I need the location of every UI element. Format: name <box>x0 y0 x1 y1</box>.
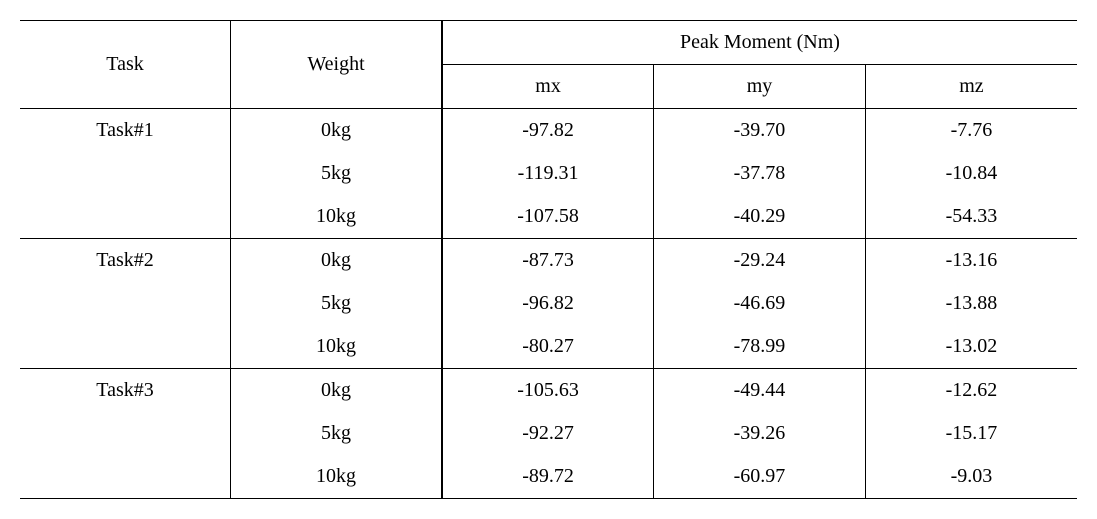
weight-cell: 5kg <box>231 152 443 195</box>
mz-cell: -15.17 <box>865 412 1077 455</box>
my-cell: -39.70 <box>654 109 866 153</box>
mz-cell: -13.16 <box>865 239 1077 283</box>
header-row-1: Task Weight Peak Moment (Nm) <box>20 21 1077 65</box>
mz-cell: -12.62 <box>865 369 1077 413</box>
mx-cell: -80.27 <box>442 325 654 369</box>
mz-cell: -9.03 <box>865 455 1077 499</box>
header-mz: mz <box>865 65 1077 109</box>
mz-cell: -54.33 <box>865 195 1077 239</box>
mx-cell: -96.82 <box>442 282 654 325</box>
header-moment-group: Peak Moment (Nm) <box>442 21 1077 65</box>
weight-cell: 5kg <box>231 282 443 325</box>
weight-cell: 5kg <box>231 412 443 455</box>
mz-cell: -13.02 <box>865 325 1077 369</box>
header-my: my <box>654 65 866 109</box>
my-cell: -46.69 <box>654 282 866 325</box>
header-weight: Weight <box>231 21 443 109</box>
mx-cell: -119.31 <box>442 152 654 195</box>
header-mx: mx <box>442 65 654 109</box>
my-cell: -29.24 <box>654 239 866 283</box>
header-task: Task <box>20 21 231 109</box>
weight-cell: 0kg <box>231 109 443 153</box>
my-cell: -60.97 <box>654 455 866 499</box>
weight-cell: 10kg <box>231 195 443 239</box>
moment-table: Task Weight Peak Moment (Nm) mx my mz Ta… <box>20 20 1077 499</box>
mz-cell: -10.84 <box>865 152 1077 195</box>
mz-cell: -7.76 <box>865 109 1077 153</box>
weight-cell: 0kg <box>231 239 443 283</box>
task-cell: Task#1 <box>20 109 231 239</box>
table-row: Task#2 0kg -87.73 -29.24 -13.16 <box>20 239 1077 283</box>
task-cell: Task#2 <box>20 239 231 369</box>
weight-cell: 10kg <box>231 455 443 499</box>
my-cell: -39.26 <box>654 412 866 455</box>
table-row: Task#1 0kg -97.82 -39.70 -7.76 <box>20 109 1077 153</box>
my-cell: -78.99 <box>654 325 866 369</box>
task-cell: Task#3 <box>20 369 231 499</box>
mx-cell: -89.72 <box>442 455 654 499</box>
my-cell: -40.29 <box>654 195 866 239</box>
mx-cell: -97.82 <box>442 109 654 153</box>
my-cell: -37.78 <box>654 152 866 195</box>
mx-cell: -92.27 <box>442 412 654 455</box>
weight-cell: 10kg <box>231 325 443 369</box>
weight-cell: 0kg <box>231 369 443 413</box>
mx-cell: -87.73 <box>442 239 654 283</box>
my-cell: -49.44 <box>654 369 866 413</box>
mz-cell: -13.88 <box>865 282 1077 325</box>
mx-cell: -105.63 <box>442 369 654 413</box>
mx-cell: -107.58 <box>442 195 654 239</box>
table-row: Task#3 0kg -105.63 -49.44 -12.62 <box>20 369 1077 413</box>
